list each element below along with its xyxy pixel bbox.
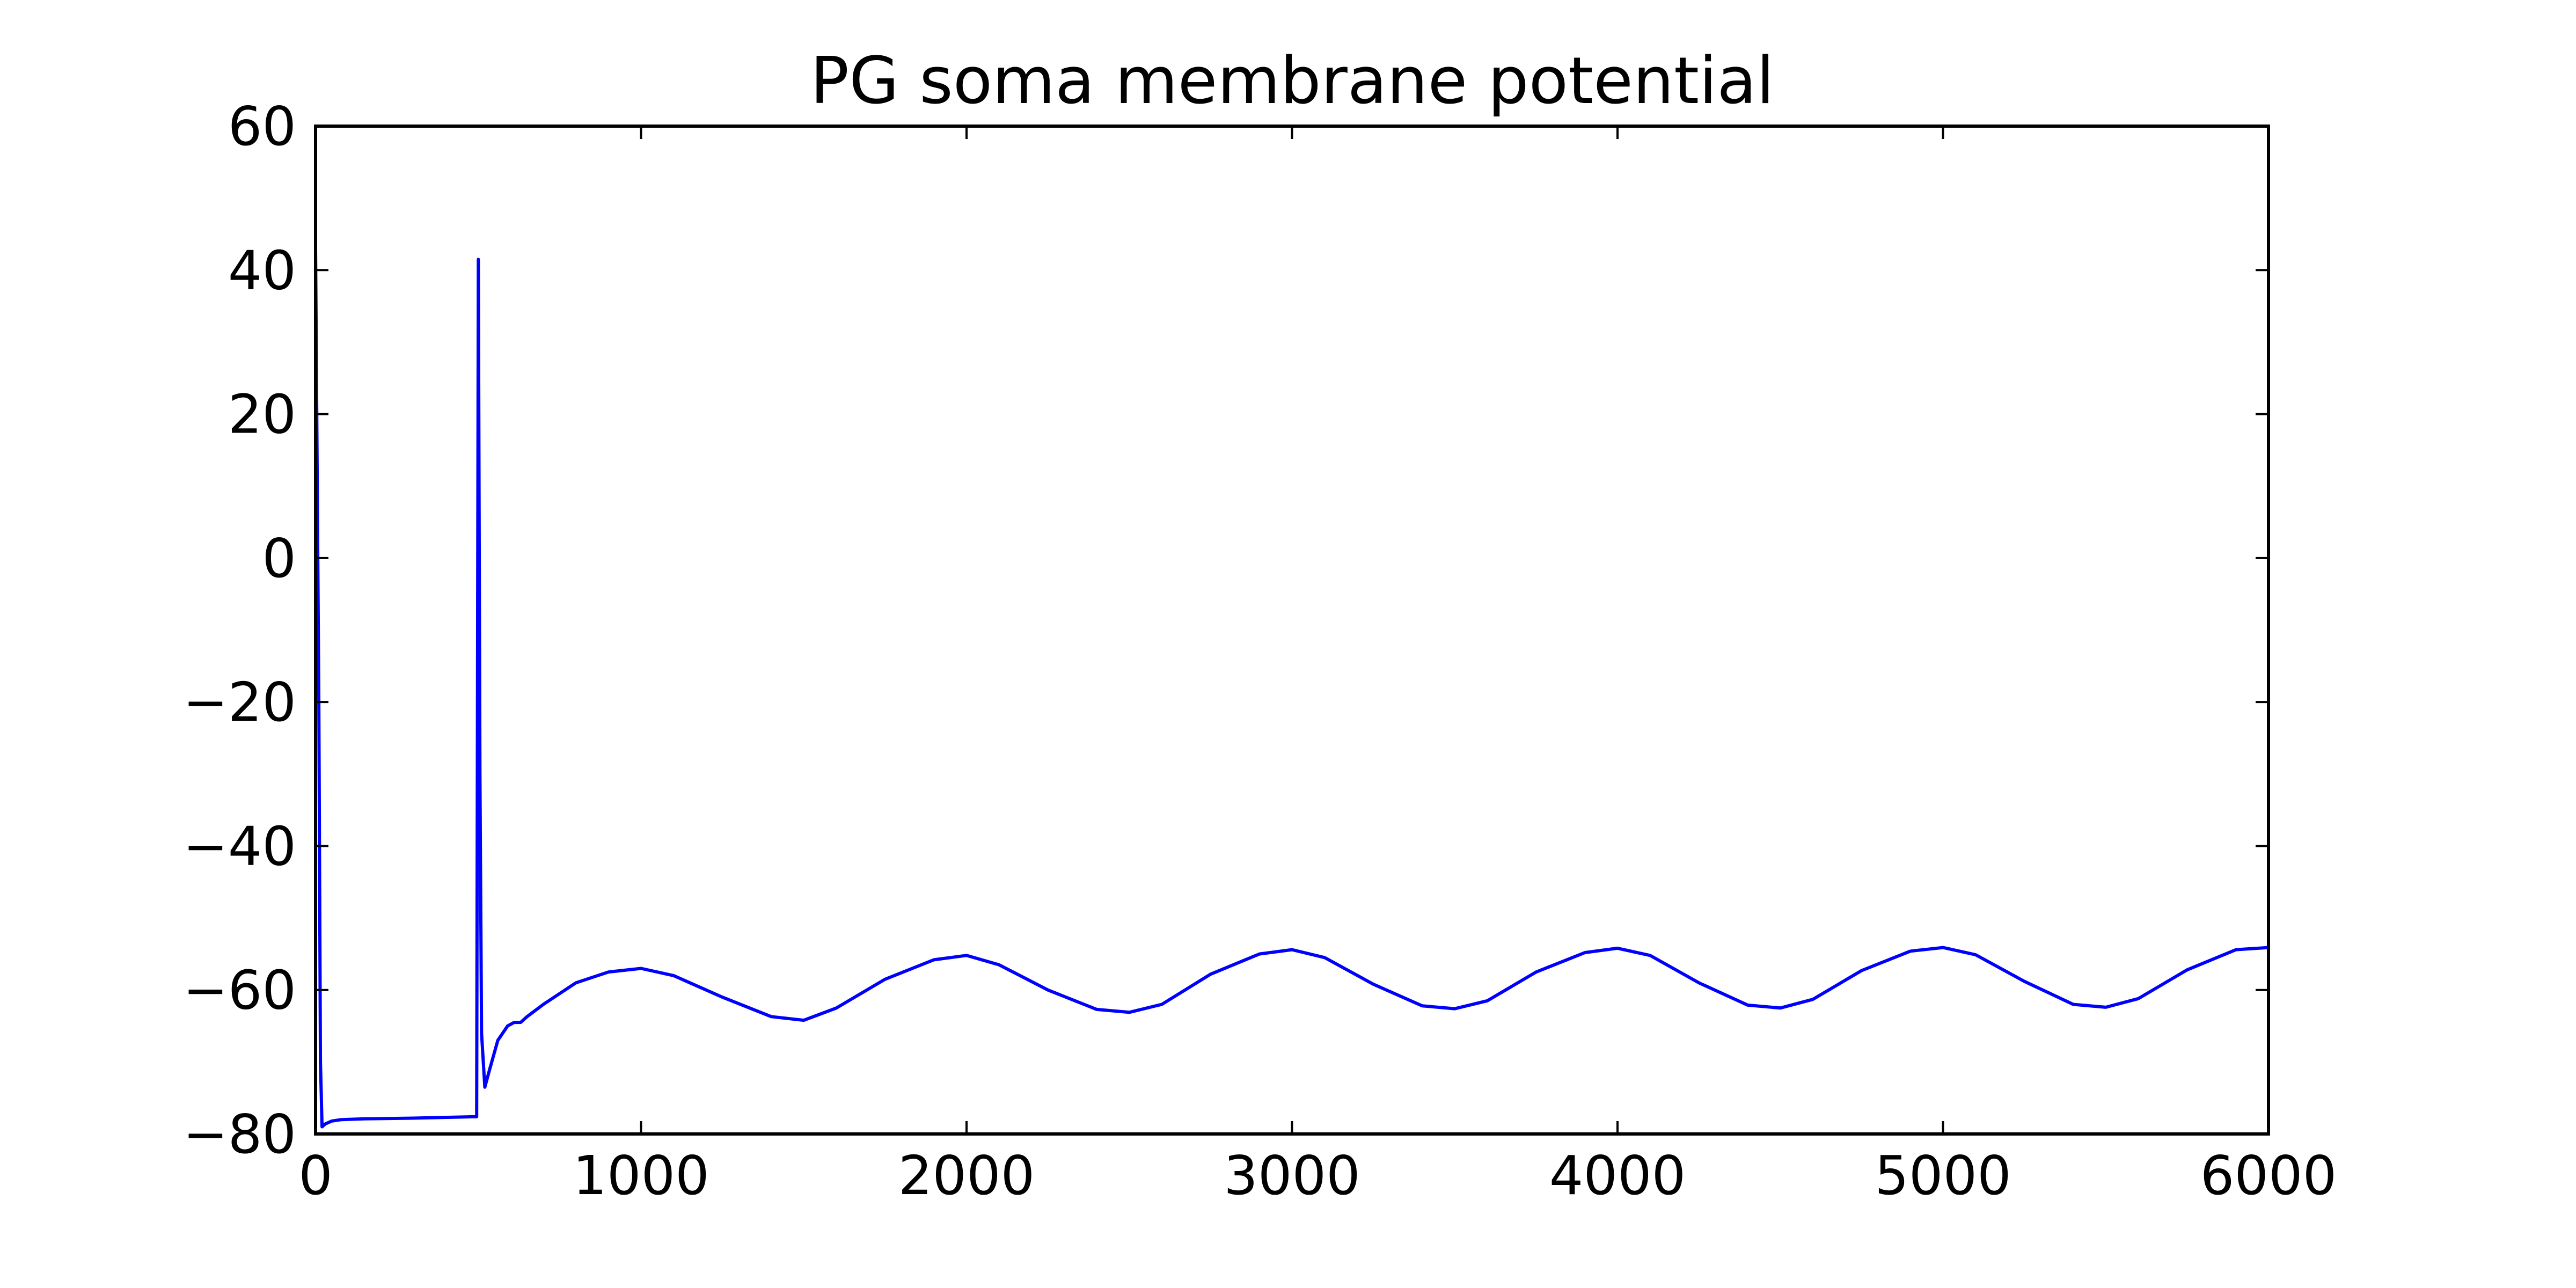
y-tick-label: −80 xyxy=(183,1103,296,1166)
x-tick-label: 5000 xyxy=(1875,1144,2011,1207)
x-tick-label: 1000 xyxy=(573,1144,709,1207)
tick-labels: 0 1000 2000 3000 4000 5000 6000 60 40 20 0 −20 −40 −6… xyxy=(183,95,2337,1207)
y-tick-label: 40 xyxy=(228,239,296,302)
chart-title: PG soma membrane potential xyxy=(810,44,1774,119)
plot-area xyxy=(314,248,2269,1129)
x-tick-label: 0 xyxy=(298,1144,333,1207)
y-tick-label: −40 xyxy=(183,815,296,877)
y-tick-label: −20 xyxy=(183,671,296,734)
x-tick-label: 4000 xyxy=(1549,1144,1686,1207)
y-tick-label: 0 xyxy=(262,527,296,590)
x-tick-label: 2000 xyxy=(898,1144,1035,1207)
plot-frame xyxy=(314,125,2270,1136)
y-tick-label: 20 xyxy=(228,383,296,446)
y-tick-label: −60 xyxy=(183,959,296,1022)
series-line-0 xyxy=(314,248,2269,1129)
y-tick-label: 60 xyxy=(228,95,296,158)
x-tick-label: 6000 xyxy=(2200,1144,2337,1207)
x-tick-label: 3000 xyxy=(1224,1144,1360,1207)
